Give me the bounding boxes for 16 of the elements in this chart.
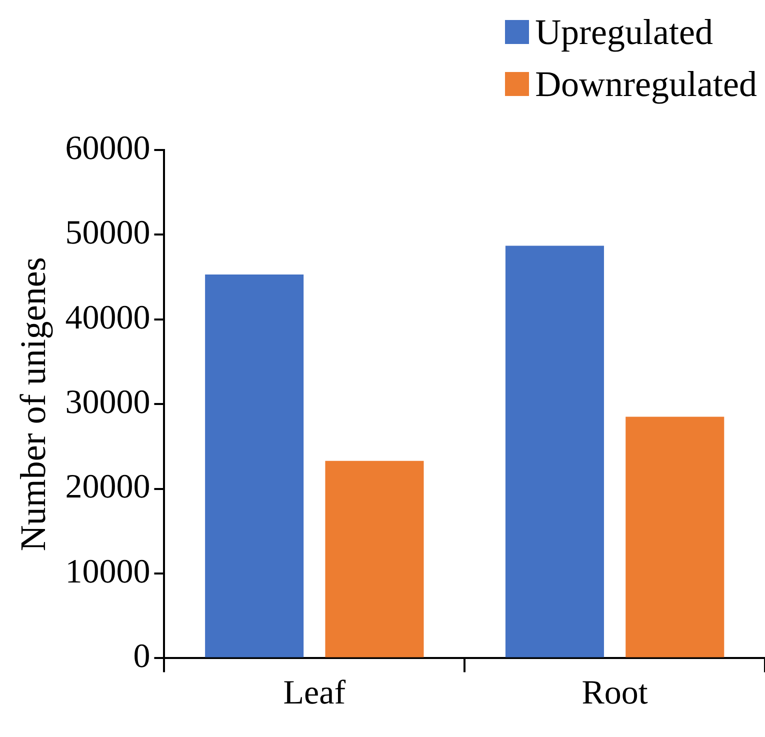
y-tick-label: 20000 [65, 468, 150, 506]
y-tick-label: 60000 [65, 130, 150, 167]
bar [626, 416, 724, 658]
x-tick-label: Leaf [283, 674, 346, 712]
y-axis-title: Number of unigenes [13, 257, 54, 552]
y-tick-label: 10000 [65, 553, 150, 590]
y-tick-label: 30000 [65, 384, 150, 422]
x-tick-label: Root [582, 674, 648, 712]
bar [325, 460, 424, 658]
y-tick-label: 40000 [65, 299, 150, 336]
y-tick-label: 0 [133, 638, 150, 676]
bar [505, 246, 604, 658]
legend-label: Downregulated [535, 63, 757, 106]
y-tick-label: 50000 [65, 214, 150, 252]
bar [205, 274, 304, 658]
legend-label: Upregulated [535, 11, 713, 54]
